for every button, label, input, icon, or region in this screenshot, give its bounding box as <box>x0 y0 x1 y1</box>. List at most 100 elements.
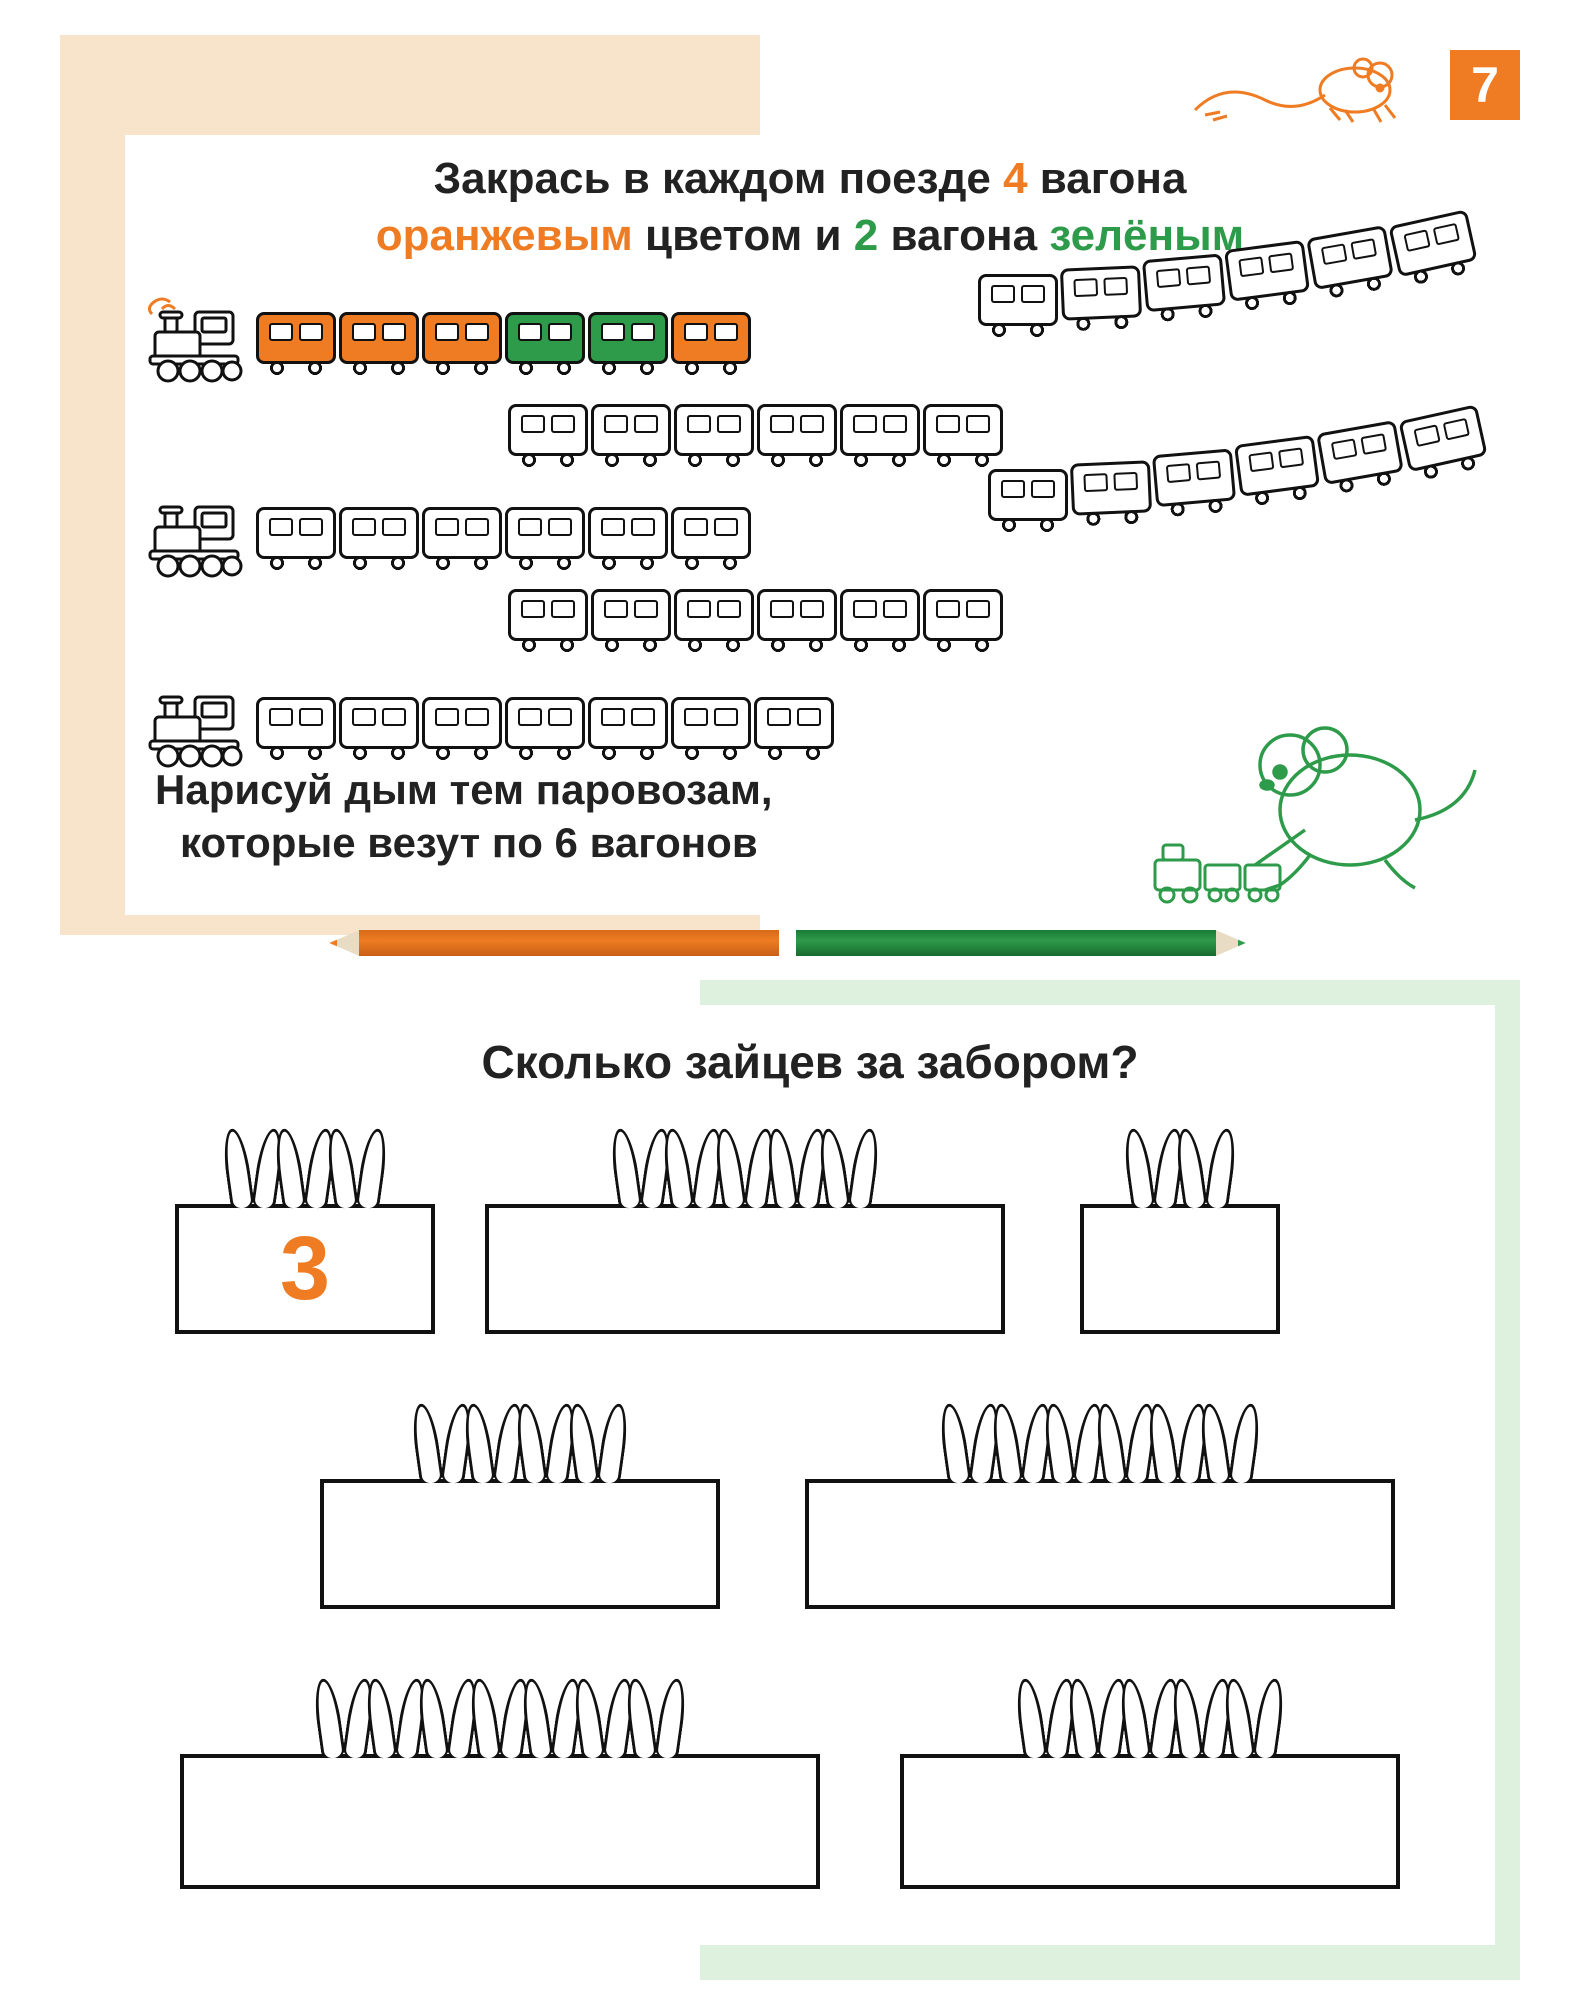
wagon[interactable] <box>671 312 751 364</box>
wagon[interactable] <box>422 697 502 749</box>
fence-answer-box[interactable] <box>1080 1204 1280 1334</box>
ear-pair <box>420 1403 464 1483</box>
wagon[interactable] <box>591 404 671 456</box>
fence-group <box>485 1204 1005 1334</box>
fences-area: 3 <box>125 1099 1495 1919</box>
fence-answer-box[interactable] <box>485 1204 1005 1334</box>
ear-pair <box>530 1678 574 1758</box>
wagon[interactable] <box>754 697 834 749</box>
rabbit-ears-row <box>809 1393 1391 1483</box>
ear-pair <box>283 1128 327 1208</box>
wagon[interactable] <box>339 312 419 364</box>
wagon[interactable] <box>840 404 920 456</box>
ear-pair <box>827 1128 871 1208</box>
wagon[interactable] <box>1234 435 1320 497</box>
wagon[interactable] <box>505 312 585 364</box>
wagon[interactable] <box>1224 240 1310 302</box>
fence-answer-box[interactable] <box>320 1479 720 1609</box>
train-row <box>140 294 751 364</box>
ear-pair <box>634 1678 678 1758</box>
rabbit-ears-row <box>324 1393 716 1483</box>
title-text-span: вагона <box>878 211 1049 260</box>
wagon[interactable] <box>1398 405 1487 473</box>
ear-pair <box>775 1128 819 1208</box>
wagon[interactable] <box>505 697 585 749</box>
title-text-span: 4 <box>1003 154 1027 203</box>
ear-pair <box>1132 1128 1176 1208</box>
title-text-span: 2 <box>854 211 878 260</box>
ear-pair <box>322 1678 366 1758</box>
wagon[interactable] <box>588 312 668 364</box>
ear-pair <box>671 1128 715 1208</box>
wagon[interactable] <box>988 469 1068 521</box>
exercise-2-card: Сколько зайцев за забором? 3 <box>125 1005 1495 1945</box>
wagon[interactable] <box>923 404 1003 456</box>
wagon[interactable] <box>256 312 336 364</box>
ear-pair <box>1184 1128 1228 1208</box>
fence-answer-box[interactable] <box>805 1479 1395 1609</box>
wagon[interactable] <box>674 404 754 456</box>
rabbit-ears-row <box>184 1668 816 1758</box>
wagon[interactable] <box>256 697 336 749</box>
wagon[interactable] <box>840 589 920 641</box>
ear-pair <box>1232 1678 1276 1758</box>
pencil-green-icon <box>796 930 1216 956</box>
wagon[interactable] <box>422 312 502 364</box>
wagon[interactable] <box>674 589 754 641</box>
fence-group <box>900 1754 1400 1889</box>
wagon[interactable] <box>339 697 419 749</box>
rabbit-ears-row <box>904 1668 1396 1758</box>
wagon[interactable] <box>757 589 837 641</box>
wagon[interactable] <box>508 404 588 456</box>
wagon[interactable] <box>978 274 1058 326</box>
ear-pair <box>374 1678 418 1758</box>
wagon[interactable] <box>671 697 751 749</box>
title-text-span: Закрась в каждом поезде <box>434 154 1004 203</box>
fence-group <box>320 1479 720 1609</box>
locomotive-icon <box>140 679 250 769</box>
ear-pair <box>472 1403 516 1483</box>
ear-pair <box>619 1128 663 1208</box>
locomotive <box>140 679 250 749</box>
ear-pair <box>1128 1678 1172 1758</box>
ear-pair <box>576 1403 620 1483</box>
wagon[interactable] <box>1070 461 1152 516</box>
wagon[interactable] <box>1060 266 1142 321</box>
wagon[interactable] <box>256 507 336 559</box>
pencil-orange-icon <box>359 930 779 956</box>
wagon[interactable] <box>422 507 502 559</box>
fence-group <box>1080 1204 1280 1334</box>
train-row <box>505 404 1003 456</box>
ear-pair <box>582 1678 626 1758</box>
wagon[interactable] <box>757 404 837 456</box>
mouse-running-icon <box>1185 40 1435 130</box>
train-row <box>975 274 1473 326</box>
wagon[interactable] <box>339 507 419 559</box>
mouse-playing-icon <box>1115 710 1485 910</box>
wagon[interactable] <box>671 507 751 559</box>
wagon[interactable] <box>505 507 585 559</box>
ear-pair <box>1000 1403 1044 1483</box>
wagon[interactable] <box>1142 254 1226 313</box>
fence-group: 3 <box>175 1204 435 1334</box>
page-number: 7 <box>1450 50 1520 120</box>
wagon[interactable] <box>588 507 668 559</box>
wagon[interactable] <box>508 589 588 641</box>
wagon[interactable] <box>1316 420 1404 485</box>
ear-pair <box>1024 1678 1068 1758</box>
train-row <box>505 589 1003 641</box>
ear-pair <box>426 1678 470 1758</box>
wagon[interactable] <box>923 589 1003 641</box>
fence-answer-box[interactable] <box>180 1754 820 1889</box>
wagon[interactable] <box>1152 449 1236 508</box>
ear-pair <box>948 1403 992 1483</box>
fence-answer-box[interactable] <box>900 1754 1400 1889</box>
fence-answer-value: 3 <box>179 1208 431 1330</box>
ear-pair <box>1052 1403 1096 1483</box>
wagon[interactable] <box>588 697 668 749</box>
wagon[interactable] <box>591 589 671 641</box>
trains-area <box>125 264 1495 764</box>
ear-pair <box>231 1128 275 1208</box>
fence-answer-box[interactable]: 3 <box>175 1204 435 1334</box>
locomotive-icon <box>140 294 250 384</box>
